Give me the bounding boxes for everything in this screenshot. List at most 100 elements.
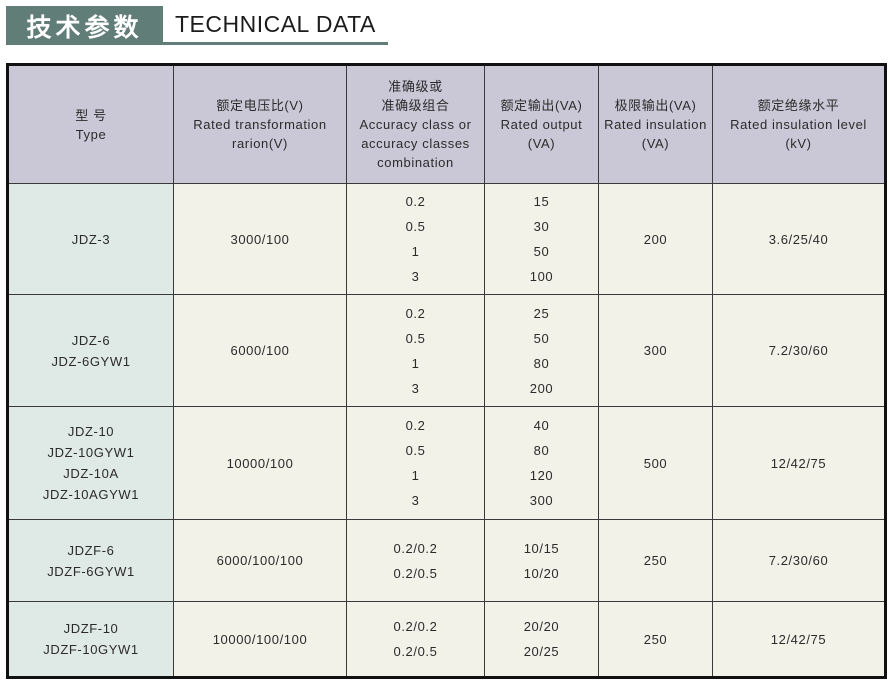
text-line: 300: [529, 493, 554, 508]
text-line: 3: [411, 269, 420, 284]
text-line: 50: [533, 244, 550, 259]
text-line: 极限输出(VA): [614, 98, 697, 113]
text-line: 0.2: [405, 418, 426, 433]
text-line: 20/20: [523, 619, 560, 634]
cell-voltage-ratio: 6000/100/100: [173, 519, 347, 602]
header-type: 型 号 Type: [7, 64, 174, 184]
cell-voltage-ratio: 10000/100: [173, 406, 347, 520]
table-row: JDZ-10 JDZ-10GYW1 JDZ-10A JDZ-10AGYW1 10000…: [7, 406, 886, 520]
cell-voltage-ratio: 6000/100: [173, 294, 347, 407]
table-row: JDZF-6 JDZF-6GYW1 6000/100/100 0.2/0.2 0.2…: [7, 519, 886, 602]
text-line: 额定电压比(V): [216, 98, 304, 113]
text-line: 40: [533, 418, 550, 433]
cell-limit-output: 500: [598, 406, 713, 520]
cell-accuracy-classes: 0.2 0.5 1 3: [346, 183, 485, 295]
section-title-chinese: 技术参数: [6, 6, 163, 45]
text-line: JDZF-10GYW1: [43, 642, 139, 657]
header-voltage-ratio: 额定电压比(V) Rated transformation rarion(V): [173, 64, 347, 184]
table-row: JDZ-6 JDZ-6GYW1 6000/100 0.2 0.5 1 3 25 50 80 2…: [7, 294, 886, 407]
text-line: Rated transformation: [193, 117, 327, 132]
cell-limit-output: 300: [598, 294, 713, 407]
section-title-english: TECHNICAL DATA: [175, 10, 376, 37]
cell-insulation-level: 12/42/75: [712, 406, 886, 520]
text-line: (VA): [641, 136, 670, 151]
text-line: 25: [533, 305, 550, 321]
text-line: combination: [377, 155, 454, 170]
cell-accuracy-classes: 0.2/0.2 0.2/0.5: [346, 601, 485, 678]
section-title-bar: 技术参数 TECHNICAL DATA: [6, 6, 884, 45]
text-line: 0.2/0.5: [393, 644, 438, 659]
cell-accuracy-classes: 0.2/0.2 0.2/0.5: [346, 519, 485, 602]
text-line: 100: [529, 269, 554, 284]
cell-type: JDZ-10 JDZ-10GYW1 JDZ-10A JDZ-10AGYW1: [7, 406, 174, 520]
cell-type: JDZF-10 JDZF-10GYW1: [7, 601, 174, 678]
text-line: 0.2/0.5: [393, 565, 438, 581]
text-line: (VA): [527, 136, 556, 151]
table-row: JDZ-3 3000/100 0.2 0.5 1 3 15 30 50 100 200 3.…: [7, 183, 886, 295]
text-line: Rated output: [500, 117, 583, 132]
text-line: (kV): [785, 136, 812, 151]
text-line: 120: [529, 468, 554, 483]
text-line: 型 号: [75, 107, 107, 123]
text-line: 30: [533, 219, 550, 234]
text-line: Rated insulation level: [730, 117, 867, 132]
cell-voltage-ratio: 3000/100: [173, 183, 347, 295]
cell-accuracy-classes: 0.2 0.5 1 3: [346, 294, 485, 407]
text-line: JDZ-10GYW1: [47, 445, 135, 460]
text-line: 0.2/0.2: [393, 619, 438, 634]
text-line: 额定绝缘水平: [757, 98, 840, 113]
cell-type: JDZ-3: [7, 183, 174, 295]
text-line: 0.2: [405, 194, 426, 209]
text-line: 0.5: [405, 443, 426, 458]
header-limit-output: 极限输出(VA) Rated insulation (VA): [598, 64, 713, 184]
cell-voltage-ratio: 10000/100/100: [173, 601, 347, 678]
cell-rated-output: 40 80 120 300: [484, 406, 599, 520]
cell-rated-output: 10/15 10/20: [484, 519, 599, 602]
header-rated-output: 额定输出(VA) Rated output (VA): [484, 64, 599, 184]
text-line: accuracy classes: [361, 136, 470, 151]
text-line: JDZF-6GYW1: [47, 563, 135, 579]
table-header-row: 型 号 Type 额定电压比(V) Rated transformation rari…: [7, 64, 886, 184]
text-line: 1: [411, 468, 420, 483]
text-line: 3: [411, 493, 420, 508]
text-line: 1: [411, 244, 420, 259]
text-line: Rated insulation: [604, 117, 707, 132]
text-line: 准确级或: [388, 79, 443, 94]
text-line: JDZ-10AGYW1: [42, 487, 140, 502]
text-line: 50: [533, 330, 550, 346]
text-line: 200: [529, 380, 554, 396]
header-accuracy-class: 准确级或准确级组合 Accuracy class or accuracy class…: [346, 64, 485, 184]
text-line: JDZ-10: [67, 424, 115, 439]
table-row: JDZF-10 JDZF-10GYW1 10000/100/100 0.2/0.2…: [7, 601, 886, 678]
text-line: 0.2: [405, 305, 426, 321]
text-line: 80: [533, 355, 550, 371]
cell-type: JDZF-6 JDZF-6GYW1: [7, 519, 174, 602]
cell-limit-output: 200: [598, 183, 713, 295]
text-line: 0.5: [405, 219, 426, 234]
text-line: 额定输出(VA): [500, 98, 583, 113]
text-line: Accuracy class or: [359, 117, 472, 132]
text-line: 10/20: [523, 565, 560, 581]
text-line: JDZ-10A: [63, 466, 119, 481]
text-line: Type: [75, 126, 107, 142]
cell-limit-output: 250: [598, 519, 713, 602]
cell-insulation-level: 12/42/75: [712, 601, 886, 678]
cell-type: JDZ-6 JDZ-6GYW1: [7, 294, 174, 407]
text-line: JDZ-3: [71, 231, 111, 247]
text-line: 准确级组合: [381, 98, 450, 113]
text-line: 10/15: [523, 540, 560, 556]
text-line: JDZF-10: [63, 621, 119, 636]
text-line: rarion(V): [232, 136, 288, 151]
cell-insulation-level: 7.2/30/60: [712, 294, 886, 407]
cell-accuracy-classes: 0.2 0.5 1 3: [346, 406, 485, 520]
text-line: JDZ-6GYW1: [51, 353, 131, 369]
text-line: 3: [411, 380, 420, 396]
text-line: 0.2/0.2: [393, 540, 438, 556]
cell-rated-output: 15 30 50 100: [484, 183, 599, 295]
text-line: 1: [411, 355, 420, 371]
cell-rated-output: 25 50 80 200: [484, 294, 599, 407]
text-line: JDZ-6: [71, 332, 111, 348]
technical-data-table: 型 号 Type 额定电压比(V) Rated transformation rari…: [6, 63, 887, 679]
cell-insulation-level: 7.2/30/60: [712, 519, 886, 602]
